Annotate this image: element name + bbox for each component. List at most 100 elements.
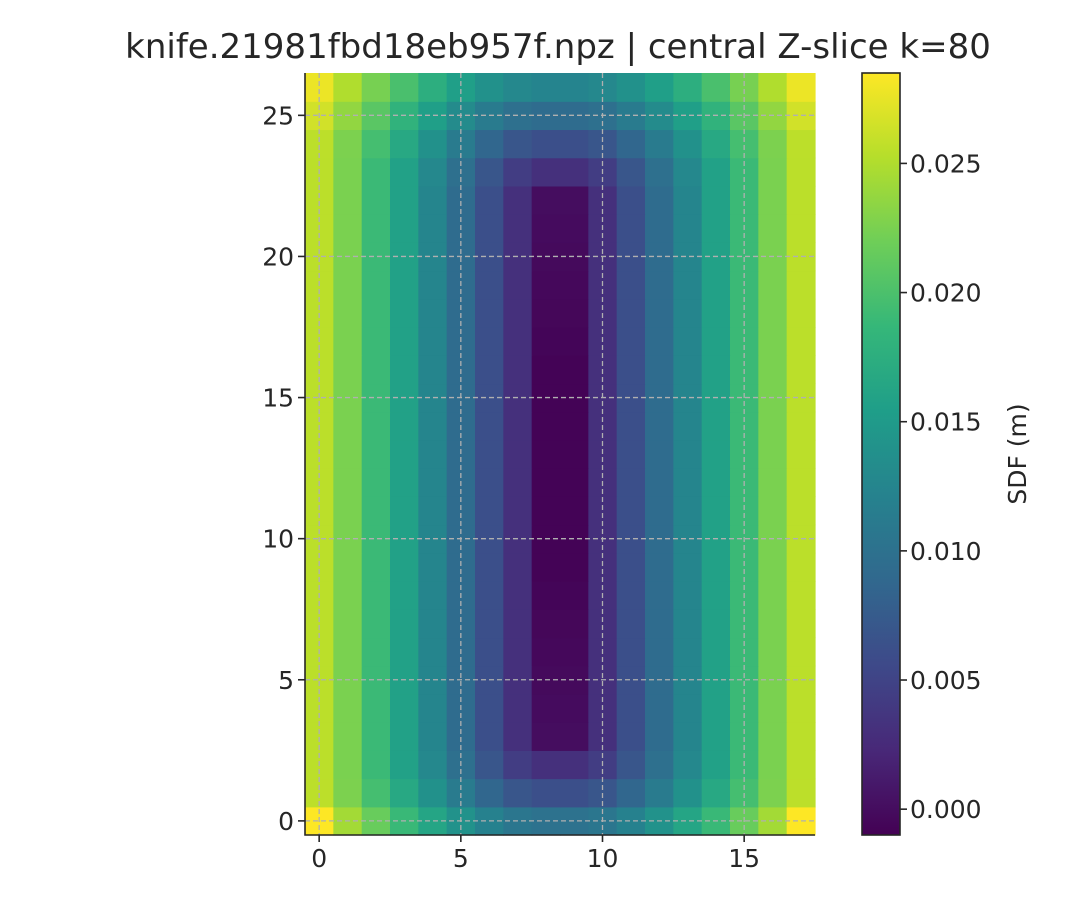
heatmap-cell	[503, 355, 533, 385]
heatmap-cell	[645, 411, 674, 441]
heatmap-cell	[758, 298, 788, 328]
heatmap-cell	[758, 468, 788, 497]
heatmap-cell	[531, 298, 561, 328]
heatmap-cell	[758, 552, 788, 582]
heatmap-cell	[616, 693, 646, 723]
heatmap-cell	[560, 327, 589, 356]
heatmap-cell	[701, 496, 731, 526]
heatmap-cell	[701, 214, 731, 243]
heatmap-cell	[786, 355, 816, 385]
heatmap-cell	[361, 185, 391, 215]
heatmap-cell	[333, 609, 363, 639]
heatmap-cell	[361, 298, 391, 328]
heatmap-cell	[531, 439, 561, 469]
heatmap-cell	[560, 270, 589, 300]
heatmap-cell	[361, 439, 391, 469]
heatmap-cell	[418, 73, 448, 102]
heatmap-cell	[333, 411, 363, 441]
heatmap-cell	[616, 129, 646, 159]
heatmap-cell	[503, 750, 533, 780]
heatmap-cell	[616, 327, 646, 356]
heatmap-cell	[616, 778, 646, 808]
heatmap-cell	[786, 581, 816, 610]
colorbar-tick-label: 0.020	[910, 279, 982, 308]
heatmap-cell	[616, 73, 646, 102]
heatmap-cell	[475, 411, 504, 441]
heatmap-cell	[673, 722, 703, 751]
heatmap-cell	[645, 214, 674, 243]
heatmap-cell	[390, 298, 419, 328]
heatmap-cell	[673, 439, 703, 469]
heatmap-cell	[418, 327, 448, 356]
heatmap-cell	[475, 355, 504, 385]
heatmap-cell	[701, 157, 731, 187]
heatmap-cell	[503, 581, 533, 610]
heatmap-cell	[616, 637, 646, 667]
heatmap-cell	[531, 552, 561, 582]
heatmap-cell	[758, 439, 788, 469]
heatmap-cell	[390, 609, 419, 639]
heatmap-cell	[758, 157, 788, 187]
heatmap-cell	[418, 270, 448, 300]
heatmap-cell	[475, 581, 504, 610]
heatmap-cell	[418, 496, 448, 526]
heatmap-cell	[645, 270, 674, 300]
heatmap-cell	[616, 468, 646, 497]
heatmap-cell	[390, 411, 419, 441]
heatmap-cell	[701, 129, 731, 159]
heatmap-cell	[361, 411, 391, 441]
heatmap-cell	[701, 581, 731, 610]
heatmap-cell	[333, 214, 363, 243]
heatmap-cell	[361, 609, 391, 639]
heatmap-cell	[645, 355, 674, 385]
heatmap-cell	[786, 439, 816, 469]
heatmap-cell	[503, 778, 533, 808]
heatmap-cell	[560, 214, 589, 243]
heatmap-cell	[645, 73, 674, 102]
heatmap-cell	[333, 552, 363, 582]
heatmap-cell	[701, 693, 731, 723]
heatmap-cell	[758, 778, 788, 808]
heatmap-cell	[786, 270, 816, 300]
heatmap-cell	[531, 157, 561, 187]
heatmap-cell	[786, 411, 816, 441]
heatmap-cell	[390, 637, 419, 667]
heatmap-cell	[418, 778, 448, 808]
heatmap-cell	[758, 750, 788, 780]
colorbar-tick-label: 0.010	[910, 537, 982, 566]
heatmap-cell	[560, 298, 589, 328]
heatmap-cell	[333, 298, 363, 328]
heatmap-cell	[758, 496, 788, 526]
heatmap-cell	[418, 214, 448, 243]
y-tick-label: 25	[262, 101, 294, 130]
heatmap-cell	[418, 693, 448, 723]
heatmap-cell	[333, 270, 363, 300]
heatmap-cell	[531, 214, 561, 243]
heatmap-cell	[645, 609, 674, 639]
heatmap-cell	[673, 129, 703, 159]
heatmap-cell	[786, 496, 816, 526]
heatmap-cell	[390, 157, 419, 187]
heatmap-cell	[418, 439, 448, 469]
heatmap-cell	[531, 496, 561, 526]
heatmap-cell	[390, 750, 419, 780]
heatmap-cell	[333, 73, 363, 102]
heatmap-cell	[503, 157, 533, 187]
heatmap-cell	[673, 609, 703, 639]
heatmap-cell	[475, 552, 504, 582]
heatmap-cell	[390, 778, 419, 808]
heatmap-cell	[531, 129, 561, 159]
grid-lines	[305, 73, 815, 835]
heatmap-cell	[673, 637, 703, 667]
heatmap-cell	[645, 693, 674, 723]
heatmap-cell	[758, 355, 788, 385]
heatmap-cell	[758, 411, 788, 441]
heatmap-cell	[475, 496, 504, 526]
heatmap-cell	[701, 73, 731, 102]
heatmap-cell	[758, 609, 788, 639]
heatmap-cell	[616, 609, 646, 639]
heatmap-cell	[673, 73, 703, 102]
heatmap-cell	[333, 129, 363, 159]
heatmap-cell	[361, 722, 391, 751]
heatmap-cell	[645, 157, 674, 187]
